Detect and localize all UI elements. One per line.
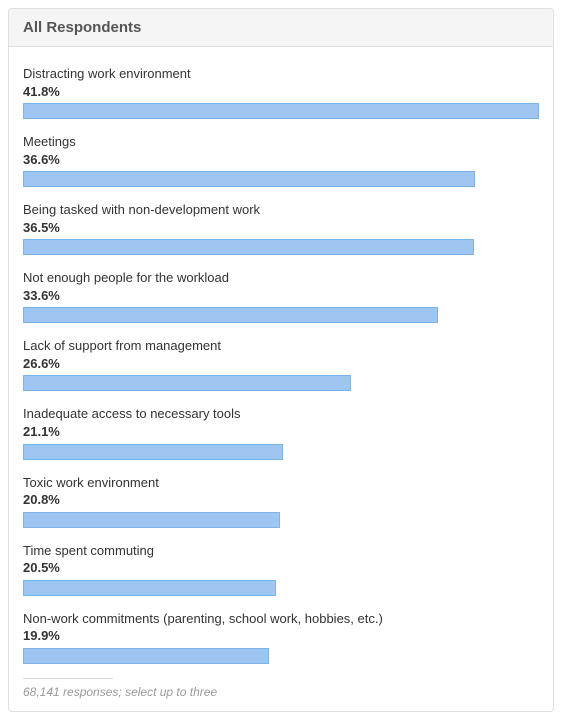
- bar-track: [23, 444, 539, 460]
- bar-fill: [23, 648, 269, 664]
- bar-percent: 19.9%: [23, 627, 539, 645]
- bar-fill: [23, 580, 276, 596]
- bar-track: [23, 171, 539, 187]
- bar-row: Inadequate access to necessary tools21.1…: [23, 405, 539, 459]
- bar-row: Toxic work environment20.8%: [23, 474, 539, 528]
- bar-track: [23, 375, 539, 391]
- bar-fill: [23, 375, 351, 391]
- bar-track: [23, 512, 539, 528]
- panel-title: All Respondents: [23, 19, 539, 36]
- bar-row: Non-work commitments (parenting, school …: [23, 610, 539, 664]
- bar-percent: 20.5%: [23, 559, 539, 577]
- bar-row: Being tasked with non-development work36…: [23, 201, 539, 255]
- survey-panel: All Respondents Distracting work environ…: [8, 8, 554, 712]
- bar-fill: [23, 171, 475, 187]
- bar-track: [23, 648, 539, 664]
- bar-chart: Distracting work environment41.8% Meeting…: [23, 65, 539, 664]
- bar-track: [23, 580, 539, 596]
- bar-label: Not enough people for the workload: [23, 269, 539, 287]
- bar-track: [23, 307, 539, 323]
- bar-fill: [23, 307, 438, 323]
- bar-fill: [23, 239, 474, 255]
- bar-label: Meetings: [23, 133, 539, 151]
- bar-fill: [23, 512, 280, 528]
- panel-header: All Respondents: [9, 9, 553, 47]
- bar-percent: 41.8%: [23, 83, 539, 101]
- bar-label: Lack of support from management: [23, 337, 539, 355]
- bar-row: Distracting work environment41.8%: [23, 65, 539, 119]
- bar-label: Time spent commuting: [23, 542, 539, 560]
- bar-percent: 33.6%: [23, 287, 539, 305]
- bar-row: Lack of support from management26.6%: [23, 337, 539, 391]
- bar-track: [23, 239, 539, 255]
- footnote-divider: [23, 678, 113, 679]
- bar-label: Non-work commitments (parenting, school …: [23, 610, 539, 628]
- bar-percent: 20.8%: [23, 491, 539, 509]
- bar-label: Distracting work environment: [23, 65, 539, 83]
- bar-label: Inadequate access to necessary tools: [23, 405, 539, 423]
- footnote-text: 68,141 responses; select up to three: [23, 685, 539, 699]
- bar-row: Meetings36.6%: [23, 133, 539, 187]
- bar-label: Toxic work environment: [23, 474, 539, 492]
- bar-track: [23, 103, 539, 119]
- panel-body: Distracting work environment41.8% Meeting…: [9, 47, 553, 711]
- bar-percent: 21.1%: [23, 423, 539, 441]
- bar-percent: 36.5%: [23, 219, 539, 237]
- bar-row: Not enough people for the workload33.6%: [23, 269, 539, 323]
- bar-label: Being tasked with non-development work: [23, 201, 539, 219]
- bar-fill: [23, 103, 539, 119]
- bar-fill: [23, 444, 283, 460]
- bar-percent: 36.6%: [23, 151, 539, 169]
- bar-row: Time spent commuting20.5%: [23, 542, 539, 596]
- bar-percent: 26.6%: [23, 355, 539, 373]
